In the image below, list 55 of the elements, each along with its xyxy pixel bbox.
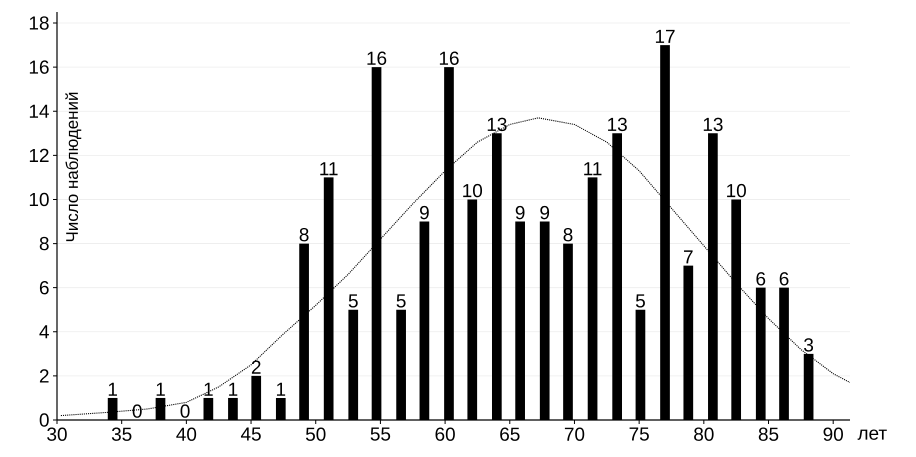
data-label: 3 [804, 338, 814, 352]
x-tick-label: 60 [436, 428, 455, 441]
x-tick-label: 80 [694, 428, 714, 441]
x-tick-label: 35 [112, 428, 132, 441]
y-tick-label: 2 [40, 369, 49, 382]
x-tick-label: 55 [370, 428, 390, 441]
data-label: 16 [440, 52, 459, 65]
data-label: 6 [756, 272, 766, 286]
x-tick-label: 50 [306, 428, 326, 441]
x-tick-label: 40 [176, 428, 196, 441]
data-label: 11 [584, 162, 602, 176]
data-label: 1 [204, 382, 213, 396]
data-label: 8 [564, 228, 572, 242]
data-label: 1 [156, 382, 165, 396]
data-label: 9 [516, 206, 524, 220]
y-tick-label: 18 [30, 16, 49, 30]
y-tick-label: 10 [30, 192, 49, 206]
data-label: 5 [636, 294, 645, 308]
data-label: 6 [780, 272, 788, 286]
data-label: 10 [727, 184, 746, 198]
data-label: 2 [252, 360, 261, 374]
x-tick-label: 75 [630, 428, 649, 441]
data-label: 13 [704, 118, 723, 132]
data-label: 13 [488, 118, 507, 132]
data-label: 0 [180, 404, 190, 418]
data-label: 13 [608, 118, 627, 132]
data-label: 0 [132, 404, 142, 418]
y-tick-label: 0 [40, 413, 49, 427]
y-tick-label: 6 [40, 280, 49, 294]
data-label: 11 [320, 162, 338, 176]
data-label: 1 [108, 382, 117, 396]
y-tick-label: 8 [40, 236, 49, 250]
data-label: 8 [300, 228, 309, 242]
data-label: 7 [684, 250, 693, 264]
x-axis-title: лет [858, 429, 887, 440]
data-label: 17 [656, 30, 675, 43]
data-label: 1 [229, 382, 238, 396]
data-label: 16 [367, 52, 386, 65]
y-tick-label: 12 [30, 148, 49, 162]
y-tick-label: 4 [39, 325, 49, 338]
data-label: 10 [463, 184, 482, 198]
y-axis-title: Число наблюдений [65, 92, 82, 242]
x-tick-label: 85 [758, 428, 778, 441]
x-tick-label: 65 [500, 428, 520, 441]
x-tick-label: 30 [47, 428, 67, 441]
x-tick-label: 45 [240, 428, 261, 441]
data-label: 5 [348, 294, 358, 308]
data-label: 9 [540, 206, 550, 220]
data-label: 9 [420, 206, 429, 220]
data-label: 1 [276, 382, 286, 396]
y-tick-label: 14 [30, 104, 49, 118]
x-tick-label: 90 [824, 428, 843, 441]
y-tick-label: 16 [30, 60, 49, 74]
data-label: 5 [396, 294, 406, 308]
x-tick-label: 70 [564, 428, 584, 441]
